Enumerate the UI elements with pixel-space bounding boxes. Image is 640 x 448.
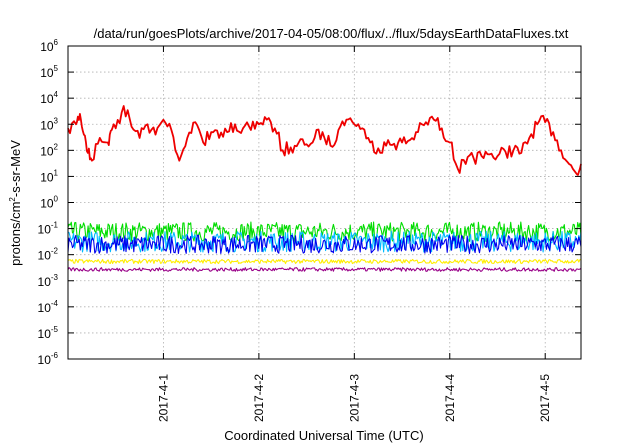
y-axis-label: protons/cm2-s-sr-MeV — [8, 140, 23, 266]
y-tick-label: 10-5 — [38, 325, 59, 341]
y-ticks: 106 105 104 103 102 101 100 10-1 10-2 10-3 10-4 10-… — [38, 38, 581, 367]
x-tick-label: 2017-4-1 — [156, 374, 170, 422]
y-tick-label: 106 — [40, 38, 58, 54]
y-tick-label: 102 — [40, 142, 58, 158]
x-tick-label: 2017-4-4 — [443, 374, 457, 422]
series-line-5 — [67, 267, 582, 272]
y-tick-label: 105 — [40, 64, 58, 80]
series-line-2 — [67, 230, 582, 253]
y-axis-label-rest: -s-sr-MeV — [8, 140, 23, 197]
x-tick-label: 2017-4-2 — [252, 374, 266, 422]
series-line-3 — [67, 234, 582, 254]
x-tick-label: 2017-4-3 — [347, 374, 361, 422]
chart-title: /data/run/goesPlots/archive/2017-04-05/0… — [94, 26, 569, 41]
y-tick-label: 10-6 — [38, 351, 59, 367]
grid — [68, 46, 581, 359]
y-axis-label-sup: 2 — [8, 197, 17, 202]
y-tick-label: 10-2 — [38, 247, 59, 263]
series-line-0 — [67, 105, 582, 176]
y-tick-label: 101 — [40, 168, 58, 184]
x-axis-label: Coordinated Universal Time (UTC) — [224, 428, 423, 443]
series-line-4 — [67, 258, 582, 265]
y-tick-label: 104 — [40, 90, 58, 106]
y-tick-label: 10-1 — [38, 221, 59, 237]
y-tick-label: 10-4 — [38, 299, 59, 315]
y-tick-label: 103 — [40, 116, 58, 132]
y-tick-label: 10-3 — [38, 273, 59, 289]
x-ticks: 2017-4-1 2017-4-2 2017-4-3 2017-4-4 2017-4-5 — [156, 46, 552, 422]
x-tick-label: 2017-4-5 — [538, 374, 552, 422]
y-axis-label-base: protons/cm — [8, 202, 23, 266]
y-tick-label: 100 — [40, 195, 58, 211]
series-layer — [67, 105, 582, 272]
